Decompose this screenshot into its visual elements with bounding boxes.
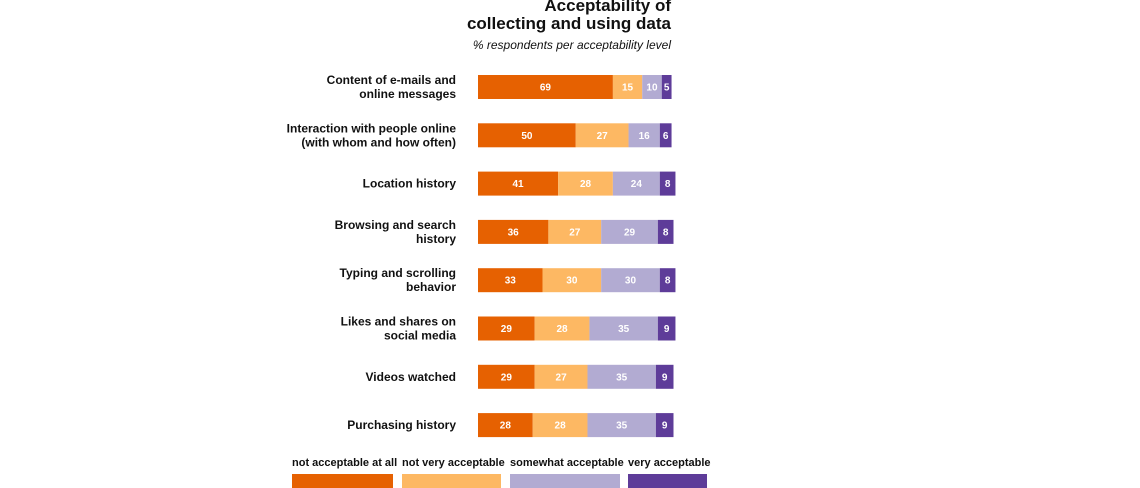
bar-segment xyxy=(542,268,602,293)
data-label: 30 xyxy=(566,276,578,287)
data-label: 28 xyxy=(555,421,567,432)
bar-segment xyxy=(587,364,656,389)
chart-title-line-1: Acceptability of xyxy=(544,0,671,15)
bar-segment xyxy=(575,123,629,148)
bar-segment xyxy=(478,316,535,341)
chart-title: Acceptability of collecting and using da… xyxy=(467,0,671,33)
bar-segment xyxy=(659,123,672,148)
bar-segment xyxy=(655,413,674,438)
category-label-line: online messages xyxy=(359,87,456,101)
category-label: Location history xyxy=(363,177,457,191)
data-label: 24 xyxy=(631,179,643,190)
chart-subtitle: % respondents per acceptability level xyxy=(472,38,671,52)
bar-segment xyxy=(628,123,660,148)
data-label: 27 xyxy=(569,227,581,238)
data-label: 35 xyxy=(616,372,628,383)
data-label: 9 xyxy=(662,372,668,383)
legend-swatch xyxy=(510,474,620,488)
legend-label: somewhat acceptable xyxy=(510,457,624,469)
legend-swatch xyxy=(292,474,393,488)
data-label: 28 xyxy=(580,179,592,190)
bar-segment xyxy=(478,75,613,99)
category-label-line: (with whom and how often) xyxy=(301,135,456,149)
data-label: 5 xyxy=(664,83,670,94)
bar-segment xyxy=(478,413,533,438)
category-label: Interaction with people online (with whom… xyxy=(287,121,457,149)
data-label: 10 xyxy=(646,83,658,94)
legend-label: very acceptable xyxy=(628,457,711,469)
data-label: 29 xyxy=(501,324,513,335)
data-label: 69 xyxy=(540,83,552,94)
category-label: Videos watched xyxy=(366,370,456,384)
category-label-line: Interaction with people online xyxy=(287,121,457,135)
chart-title-line-2: collecting and using data xyxy=(466,14,671,33)
bar-segment xyxy=(657,219,674,244)
data-label: 16 xyxy=(639,131,651,142)
category-label-line: Browsing and search xyxy=(335,218,456,232)
bar-segment xyxy=(558,171,613,196)
bar-segment xyxy=(589,316,658,341)
data-label: 8 xyxy=(663,227,669,238)
category-label: Likes and shares on social media xyxy=(341,315,457,343)
data-label: 50 xyxy=(521,131,533,142)
data-label: 27 xyxy=(597,131,609,142)
data-label: 36 xyxy=(508,227,520,238)
data-label: 30 xyxy=(625,276,637,287)
bar-segment xyxy=(532,413,588,438)
category-label-line: behavior xyxy=(406,280,456,294)
bar-segment xyxy=(478,123,576,148)
data-label: 6 xyxy=(663,131,669,142)
bar-segment xyxy=(601,268,660,293)
bar-segment xyxy=(657,316,676,341)
category-label: Browsing and search history xyxy=(335,218,457,246)
category-label: Purchasing history xyxy=(347,418,456,432)
data-label: 28 xyxy=(500,421,512,432)
category-label: Typing and scrolling behavior xyxy=(340,266,457,294)
category-label-line: social media xyxy=(384,329,456,343)
data-label: 29 xyxy=(624,227,636,238)
bar-segment xyxy=(548,219,602,244)
data-label: 35 xyxy=(616,421,628,432)
bar-segment xyxy=(478,171,559,196)
category-label-line: Typing and scrolling xyxy=(340,266,456,280)
bar-segment xyxy=(612,75,643,99)
data-label: 35 xyxy=(618,324,630,335)
bar-segment xyxy=(659,171,676,196)
data-label: 8 xyxy=(665,276,671,287)
data-label: 29 xyxy=(501,372,513,383)
data-label: 15 xyxy=(622,83,634,94)
bar-segment xyxy=(478,268,543,293)
data-label: 27 xyxy=(556,372,568,383)
data-label: 28 xyxy=(557,324,569,335)
data-label: 9 xyxy=(664,324,670,335)
bar-segment xyxy=(534,316,590,341)
bar-segment xyxy=(478,219,549,244)
legend-label: not acceptable at all xyxy=(292,457,397,469)
data-label: 33 xyxy=(505,276,517,287)
category-label: Content of e-mails and online messages xyxy=(327,73,457,101)
bar-segment xyxy=(659,268,676,293)
category-label-line: Likes and shares on xyxy=(341,315,456,329)
legend-swatch xyxy=(402,474,501,488)
bar-segment xyxy=(601,219,658,244)
legend-swatch xyxy=(628,474,707,488)
bar-segment xyxy=(642,75,662,99)
bar-segment xyxy=(661,75,672,99)
data-label: 41 xyxy=(513,179,525,190)
bar-segment xyxy=(534,364,588,389)
legend-label: not very acceptable xyxy=(402,457,505,469)
data-label: 8 xyxy=(665,179,671,190)
data-label: 9 xyxy=(662,421,668,432)
category-label-line: Content of e-mails and xyxy=(327,73,456,87)
bar-segment xyxy=(587,413,656,438)
bar-segment xyxy=(612,171,660,196)
category-label-line: history xyxy=(416,232,456,246)
bar-segment xyxy=(655,364,674,389)
bar-segment xyxy=(478,364,535,389)
